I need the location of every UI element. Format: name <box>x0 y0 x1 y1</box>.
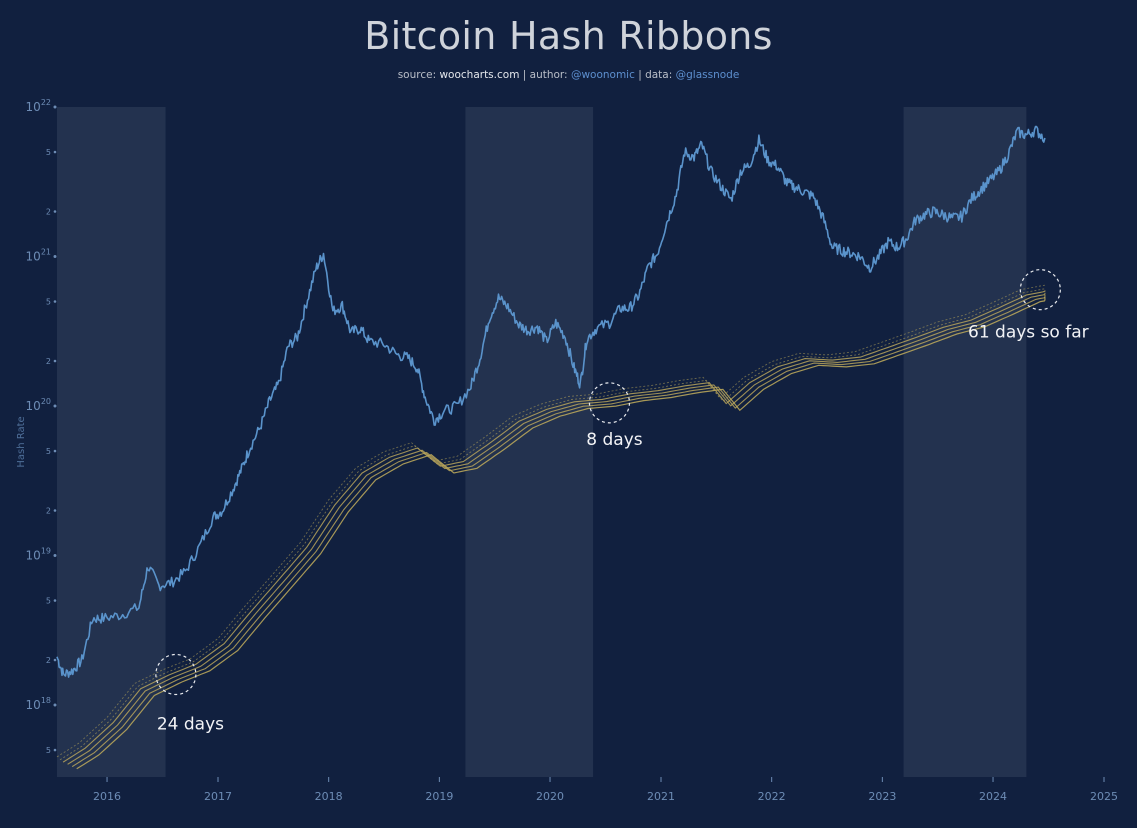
y-minor-tick-label: 2 <box>46 656 51 665</box>
data-label: | data: <box>634 69 676 81</box>
y-major-tick-label: 1020 <box>26 397 51 413</box>
y-minor-tick-mark <box>53 748 57 752</box>
y-axis-label: Hash Rate <box>16 416 27 467</box>
y-major-tick-mark <box>53 554 57 558</box>
x-tick-label-2020: 2020 <box>536 790 564 803</box>
source-label: source: <box>397 69 440 81</box>
ribbon-line-4 <box>67 292 1046 765</box>
data-source-link[interactable]: @glassnode <box>675 69 740 81</box>
capitulation-band-1 <box>57 107 166 777</box>
y-minor-tick-mark <box>53 658 57 662</box>
y-major-tick-mark <box>53 703 57 707</box>
capitulation-band-3 <box>903 107 1027 777</box>
hash-ribbon <box>56 284 1046 770</box>
y-major-tick-label: 1018 <box>26 696 51 712</box>
capitulation-bands <box>57 107 1027 777</box>
y-major-tick-label: 1022 <box>26 98 51 114</box>
y-minor-tick-label: 5 <box>46 597 51 606</box>
annotation-circle-1 <box>155 653 197 696</box>
y-minor-tick-mark <box>53 210 57 213</box>
annotation-label-3: 61 days so far <box>968 323 1089 343</box>
y-minor-tick-label: 2 <box>46 357 51 366</box>
x-tick-label-2023: 2023 <box>868 790 896 803</box>
chart-subtitle: source: woocharts.com | author: @woonomi… <box>0 69 1137 81</box>
annotations: 24 days 8 days 61 days so far <box>155 269 1089 734</box>
x-tick-label-2018: 2018 <box>315 790 343 803</box>
annotation-circle-3 <box>1019 269 1061 311</box>
author-link[interactable]: @woonomic <box>570 69 635 81</box>
y-minor-tick-label: 5 <box>46 447 51 456</box>
y-minor-tick-mark <box>53 599 57 602</box>
y-axis: 1018 1019 1020 1021 1022 5 2 5 2 5 2 5 2 5 <box>26 98 57 755</box>
ribbon-line-3 <box>62 290 1046 763</box>
source-link[interactable]: woocharts.com <box>439 69 520 81</box>
annotation-label-1: 24 days <box>157 714 224 734</box>
y-minor-tick-label: 5 <box>46 298 51 307</box>
y-major-tick-mark <box>53 404 57 408</box>
y-minor-tick-mark <box>53 509 57 512</box>
annotation-label-2: 8 days <box>586 430 642 450</box>
x-tick-label-2016: 2016 <box>93 790 121 803</box>
x-tick-label-2022: 2022 <box>758 790 786 803</box>
y-major-tick-mark <box>53 105 57 109</box>
x-tick-label-2024: 2024 <box>979 790 1007 803</box>
y-major-tick-label: 1019 <box>26 547 51 563</box>
ribbon-line-2 <box>59 287 1046 761</box>
y-minor-tick-label: 2 <box>46 507 51 516</box>
y-minor-tick-label: 2 <box>46 207 51 216</box>
y-minor-tick-mark <box>53 449 57 453</box>
y-minor-tick-mark <box>53 300 57 303</box>
ribbon-line-1 <box>56 284 1045 758</box>
y-minor-tick-mark <box>53 359 57 363</box>
annotation-circle-2 <box>588 382 631 424</box>
author-label: | author: <box>519 69 571 81</box>
x-tick-label-2021: 2021 <box>647 790 675 803</box>
x-axis: 2016 2017 2018 2019 2020 2021 2022 2023 2024 2025 <box>93 777 1118 803</box>
capitulation-band-2 <box>465 107 594 777</box>
chart-title: Bitcoin Hash Ribbons <box>364 14 773 58</box>
ribbon-line-6 <box>76 297 1046 770</box>
y-major-tick-mark <box>53 255 57 259</box>
y-minor-tick-mark <box>53 150 57 154</box>
x-tick-label-2025: 2025 <box>1090 790 1118 803</box>
x-tick-label-2017: 2017 <box>204 790 232 803</box>
y-major-tick-label: 1021 <box>26 248 51 264</box>
ribbon-line-5 <box>71 294 1046 768</box>
y-minor-tick-label: 5 <box>46 746 51 755</box>
hash-rate-line <box>56 125 1046 678</box>
y-minor-tick-label: 5 <box>46 148 51 157</box>
x-tick-label-2019: 2019 <box>425 790 453 803</box>
